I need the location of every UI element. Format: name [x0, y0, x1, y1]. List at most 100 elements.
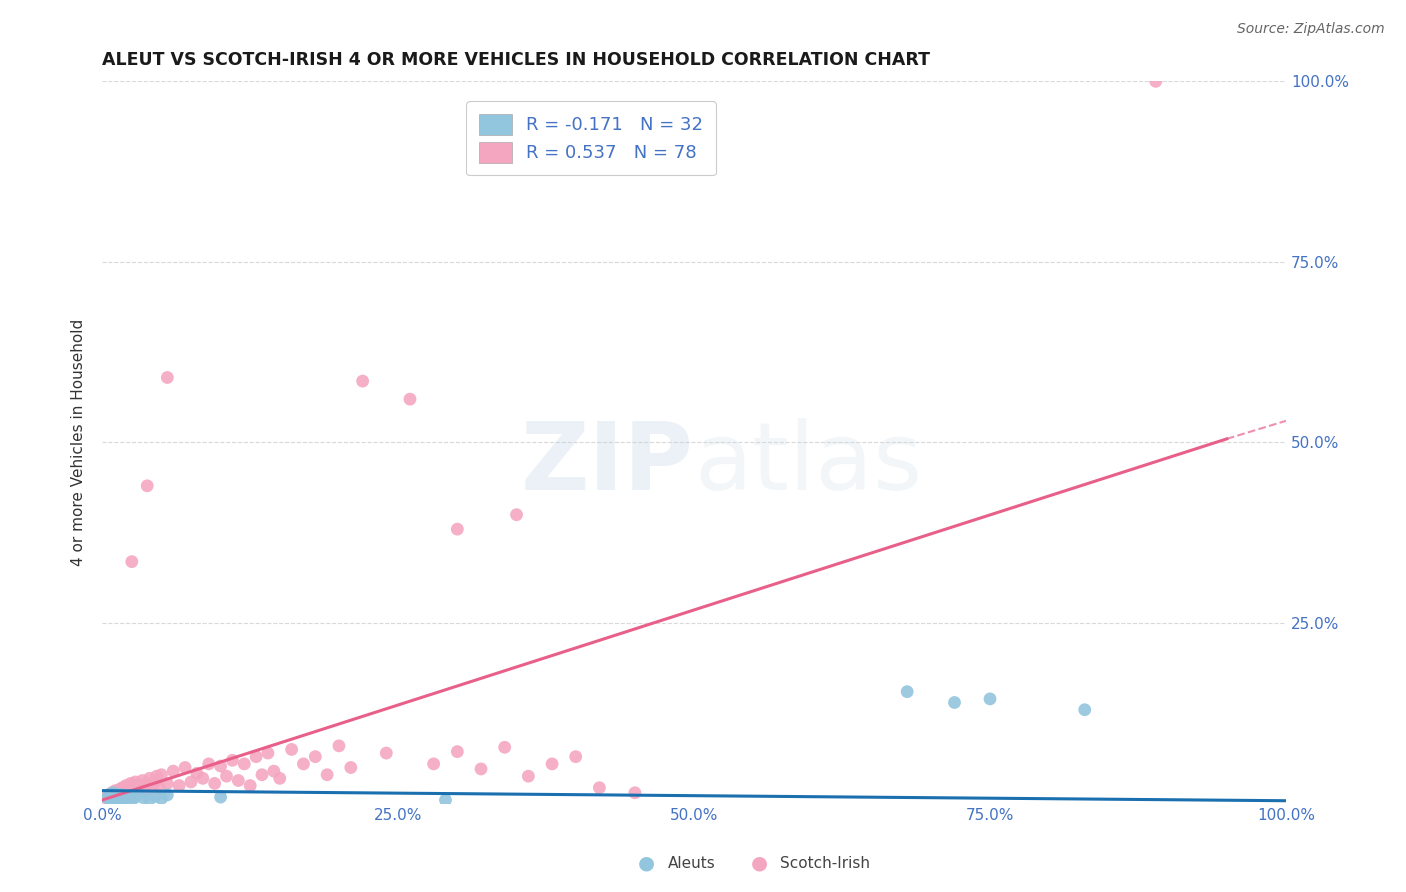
- Point: [979, 692, 1001, 706]
- Point: [108, 782, 131, 797]
- Text: Aleuts: Aleuts: [668, 856, 716, 871]
- Point: [145, 789, 167, 804]
- Point: [107, 791, 129, 805]
- Text: ●: ●: [638, 854, 655, 873]
- Point: [399, 392, 422, 406]
- Point: [120, 776, 142, 790]
- Point: [112, 790, 135, 805]
- Point: [134, 786, 156, 800]
- Point: [115, 789, 138, 803]
- Point: [505, 508, 527, 522]
- Point: [280, 742, 302, 756]
- Point: [156, 788, 179, 802]
- Point: [103, 787, 125, 801]
- Point: [191, 772, 214, 786]
- Point: [156, 776, 179, 790]
- Point: [136, 479, 159, 493]
- Point: [470, 762, 492, 776]
- Point: [97, 788, 120, 802]
- Point: [138, 792, 160, 806]
- Point: [121, 789, 143, 804]
- Point: [167, 779, 190, 793]
- Point: [186, 766, 208, 780]
- Point: [150, 791, 173, 805]
- Point: [446, 745, 468, 759]
- Point: [114, 790, 136, 805]
- Point: [124, 790, 146, 805]
- Point: [131, 773, 153, 788]
- Text: ALEUT VS SCOTCH-IRISH 4 OR MORE VEHICLES IN HOUSEHOLD CORRELATION CHART: ALEUT VS SCOTCH-IRISH 4 OR MORE VEHICLES…: [103, 51, 931, 69]
- Point: [148, 780, 170, 795]
- Point: [105, 790, 128, 805]
- Point: [209, 790, 232, 805]
- Point: [375, 746, 398, 760]
- Point: [127, 788, 149, 802]
- Point: [94, 790, 117, 805]
- Point: [138, 772, 160, 786]
- Point: [96, 790, 118, 805]
- Point: [127, 783, 149, 797]
- Point: [1073, 703, 1095, 717]
- Y-axis label: 4 or more Vehicles in Household: 4 or more Vehicles in Household: [72, 318, 86, 566]
- Text: atlas: atlas: [695, 418, 922, 510]
- Point: [257, 746, 280, 760]
- Point: [239, 779, 262, 793]
- Point: [180, 775, 202, 789]
- Point: [100, 786, 122, 800]
- Point: [233, 756, 256, 771]
- Point: [446, 522, 468, 536]
- Point: [100, 789, 122, 804]
- Point: [162, 764, 184, 778]
- Point: [100, 791, 122, 805]
- Point: [588, 780, 610, 795]
- Point: [117, 790, 139, 805]
- Point: [110, 790, 132, 805]
- Point: [245, 749, 267, 764]
- Point: [132, 790, 155, 805]
- Point: [129, 779, 152, 793]
- Point: [896, 684, 918, 698]
- Point: [143, 775, 166, 789]
- Point: [494, 740, 516, 755]
- Text: ZIP: ZIP: [522, 418, 695, 510]
- Point: [316, 768, 339, 782]
- Text: ●: ●: [751, 854, 768, 873]
- Point: [120, 789, 142, 804]
- Point: [101, 786, 124, 800]
- Point: [104, 789, 127, 803]
- Point: [209, 759, 232, 773]
- Point: [422, 756, 444, 771]
- Point: [111, 788, 134, 802]
- Point: [204, 776, 226, 790]
- Point: [100, 789, 122, 804]
- Point: [122, 791, 145, 805]
- Point: [111, 780, 134, 795]
- Point: [150, 768, 173, 782]
- Point: [115, 788, 138, 802]
- Point: [118, 785, 141, 799]
- Point: [112, 792, 135, 806]
- Point: [107, 785, 129, 799]
- Point: [117, 782, 139, 797]
- Point: [105, 790, 128, 805]
- Point: [121, 555, 143, 569]
- Point: [101, 791, 124, 805]
- Point: [269, 772, 291, 786]
- Point: [292, 756, 315, 771]
- Point: [304, 749, 326, 764]
- Point: [328, 739, 350, 753]
- Point: [1144, 74, 1167, 88]
- Point: [434, 793, 457, 807]
- Point: [624, 786, 647, 800]
- Point: [250, 768, 273, 782]
- Point: [122, 780, 145, 795]
- Point: [564, 749, 586, 764]
- Point: [263, 764, 285, 778]
- Point: [541, 756, 564, 771]
- Point: [107, 789, 129, 803]
- Point: [141, 782, 163, 797]
- Point: [98, 788, 121, 802]
- Point: [145, 769, 167, 783]
- Point: [124, 775, 146, 789]
- Point: [107, 787, 129, 801]
